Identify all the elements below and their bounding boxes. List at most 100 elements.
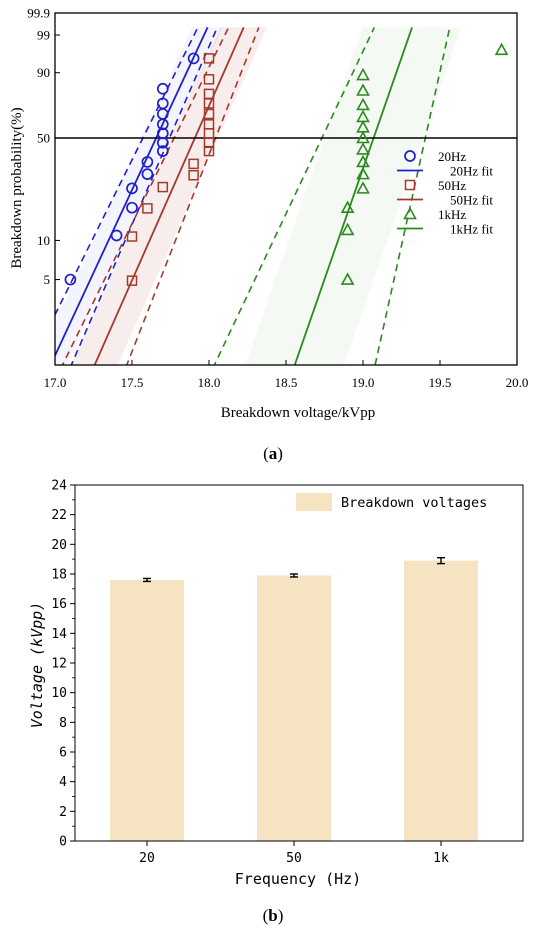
x-axis-label-b: Frequency (Hz)	[235, 870, 361, 888]
data-point-triangle	[340, 272, 355, 285]
bar	[257, 575, 331, 841]
data-point-triangle	[356, 154, 370, 168]
x-tick-label: 19.0	[352, 375, 375, 390]
y-tick-label: 6	[59, 746, 67, 761]
data-point-square	[203, 108, 215, 120]
data-point-circle	[64, 273, 77, 286]
y-tick-label: 2	[59, 805, 67, 820]
data-point-square	[203, 88, 215, 100]
legend-label-b: Breakdown voltages	[341, 495, 487, 511]
legend-label: 20Hz fit	[450, 164, 493, 179]
data-point-triangle	[356, 120, 370, 133]
legend-label: 50Hz fit	[450, 193, 493, 208]
data-point-square	[203, 53, 215, 64]
y-tick-label: 14	[51, 627, 67, 642]
data-point-triangle	[356, 181, 370, 194]
y-tick-label: 12	[51, 657, 67, 672]
y-tick-label: 99	[37, 28, 50, 43]
y-axis-label-a: Breakdown probability(%)	[9, 107, 25, 268]
data-point-circle	[141, 168, 154, 180]
confidence-bound-line	[70, 27, 219, 365]
data-point-triangle	[340, 222, 355, 236]
x-tick-label: 17.5	[121, 375, 144, 390]
y-tick-label: 24	[51, 479, 67, 494]
x-tick-label: 18.5	[275, 375, 298, 390]
x-tick-label: 20.0	[506, 375, 529, 390]
data-point-circle	[187, 52, 200, 65]
x-tick-label: 1k	[433, 851, 449, 866]
error-bars	[143, 556, 445, 583]
legend-b: Breakdown voltages	[296, 493, 487, 511]
data-points	[64, 42, 509, 286]
data-point-circle	[110, 229, 123, 242]
y-tick-label: 20	[51, 538, 67, 553]
y-tick-label: 10	[37, 233, 50, 248]
y-tick-label: 16	[51, 597, 67, 612]
legend-marker-circle	[404, 150, 416, 162]
fit-line	[293, 27, 413, 365]
data-point-circle	[156, 97, 169, 110]
data-point-square	[203, 74, 215, 85]
data-point-triangle	[356, 97, 370, 111]
data-point-triangle	[356, 142, 370, 155]
bar	[404, 560, 478, 841]
y-tick-label: 10	[51, 686, 67, 701]
data-point-circle	[141, 156, 154, 168]
x-tick-label: 17.0	[44, 375, 67, 390]
legend-swatch-b	[296, 493, 332, 511]
data-point-square	[157, 181, 169, 193]
legend-label: 50Hz	[438, 178, 466, 193]
x-ticks-b: 20 50 1k	[139, 841, 449, 866]
data-point-circle	[126, 182, 138, 195]
fit-line	[93, 27, 245, 365]
panel-label-b: (b)	[263, 906, 284, 925]
data-point-square	[126, 231, 138, 242]
data-point-triangle	[494, 42, 509, 56]
legend-marker-square	[404, 179, 416, 191]
data-point-circle	[156, 82, 169, 95]
legend-label: 1kHz	[438, 207, 466, 222]
data-point-square	[126, 275, 138, 286]
fit-line	[55, 27, 209, 358]
data-point-triangle	[356, 109, 370, 123]
y-tick-label: 0	[59, 835, 67, 850]
data-point-circle	[156, 127, 169, 140]
data-point-square	[203, 119, 215, 130]
legend-label: 20Hz	[438, 149, 466, 164]
data-point-circle	[126, 201, 138, 214]
y-tick-label: 90	[37, 65, 50, 80]
data-point-triangle	[356, 130, 370, 144]
x-tick-label: 18.0	[198, 375, 221, 390]
x-tick-label: 20	[139, 851, 155, 866]
data-point-circle	[156, 145, 169, 157]
data-point-triangle	[340, 200, 355, 213]
data-point-square	[188, 158, 199, 170]
y-tick-label: 18	[51, 568, 67, 583]
y-tick-label: 99.9	[27, 6, 50, 21]
data-point-square	[188, 169, 199, 181]
data-point-triangle	[356, 67, 370, 81]
y-tick-label: 50	[37, 131, 50, 146]
data-point-square	[142, 203, 153, 214]
y-tick-label: 22	[51, 508, 67, 523]
y-tick-label: 5	[44, 272, 51, 287]
panel-label-a: (a)	[263, 444, 283, 463]
x-axis-label-a: Breakdown voltage/kVpp	[221, 405, 376, 421]
fit-lines	[55, 27, 462, 365]
confidence-bound-line	[61, 27, 230, 365]
data-point-triangle	[356, 83, 370, 96]
x-ticks-a: 17.0 17.5 18.0 18.5 19.0 19.5 20.0	[44, 360, 529, 390]
confidence-bound-line	[374, 27, 451, 365]
y-tick-label: 4	[59, 775, 67, 790]
y-ticks-a: 99.9 99 90 50 10 5	[27, 6, 60, 287]
legend-marker-triangle	[403, 206, 417, 220]
confidence-bound-line	[213, 27, 376, 365]
x-tick-label: 50	[286, 851, 302, 866]
bar	[110, 579, 184, 841]
x-tick-label: 19.5	[429, 375, 452, 390]
legend-label: 1kHz fit	[450, 222, 493, 237]
